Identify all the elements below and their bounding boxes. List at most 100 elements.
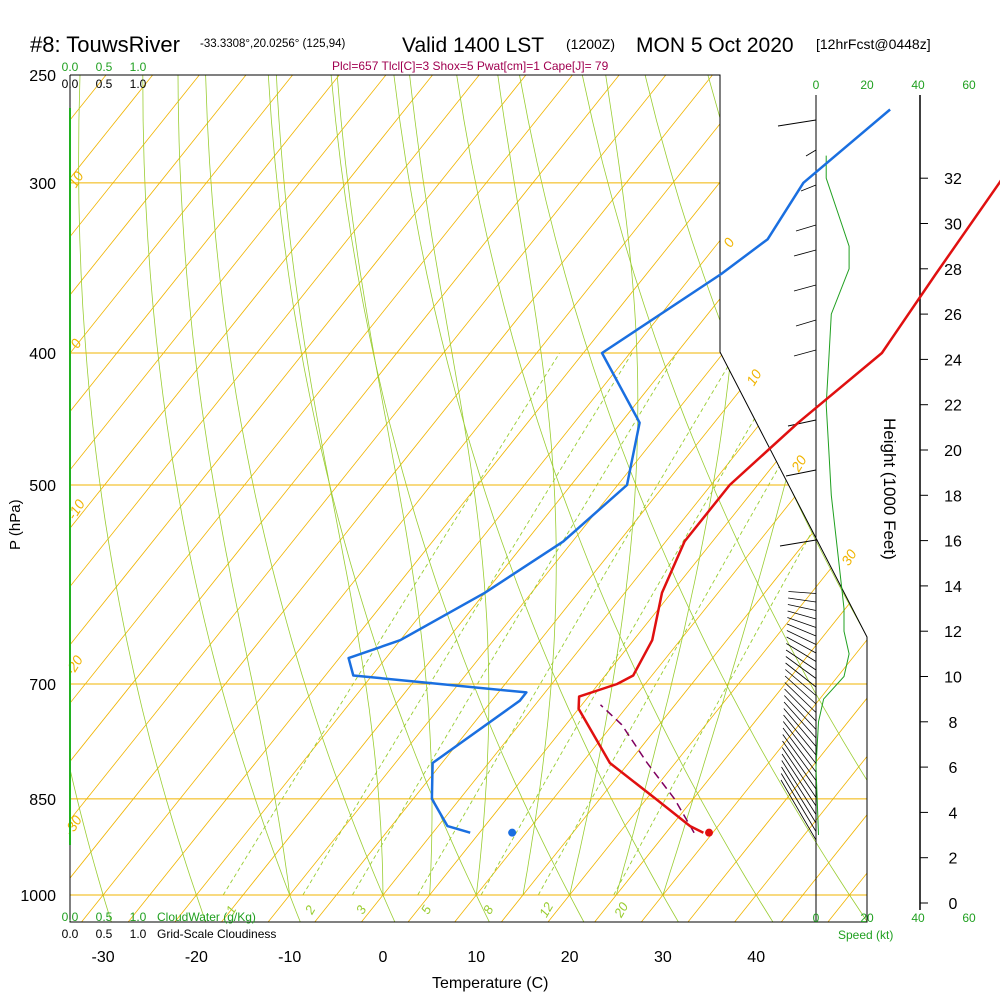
isotherm-line: [452, 75, 867, 922]
wind-barb: [800, 184, 817, 192]
isotherm-line: [920, 26, 1000, 924]
wind-barb: [781, 747, 817, 798]
wind-barb: [788, 591, 817, 594]
height-tick-label: 8: [949, 715, 958, 732]
surface-temperature-dot: [705, 828, 714, 837]
pressure-tick-label: 700: [29, 677, 56, 694]
speed-tick-top: 40: [911, 78, 925, 92]
speed-tick-bottom: 40: [911, 911, 925, 925]
speed-tick-top: 60: [962, 78, 976, 92]
wind-barb: [781, 760, 817, 815]
wind-barb: [793, 349, 817, 357]
wind-barb: [786, 636, 817, 654]
wind-barb: [787, 604, 817, 611]
temperature-tick-label: 40: [747, 949, 765, 966]
isotherm-line: [70, 75, 519, 922]
temperature-tick-label: 0: [379, 949, 388, 966]
grid-layer: [0, 26, 1000, 924]
height-tick-label: 16: [944, 534, 962, 551]
isotherm-line: [592, 75, 867, 922]
isotherm-line: [70, 75, 333, 922]
speed-tick-top: 20: [860, 78, 874, 92]
wind-barb: [785, 662, 817, 688]
dry-adiabat-line: [388, 75, 680, 922]
wind-barb: [781, 753, 817, 807]
wind-barb: [788, 597, 817, 603]
wind-barb: [783, 714, 817, 756]
cloud-scale-top-black: 0.5: [96, 77, 113, 91]
isotherm-line: [0, 26, 6, 924]
wind-barb: [786, 630, 817, 645]
isotherm-line: [826, 75, 867, 922]
isotherm-label: 20: [787, 452, 809, 475]
valid-time: Valid 1400 LST: [402, 34, 544, 57]
dry-adiabat-line: [70, 75, 113, 922]
mixing-ratio-label: 8: [480, 902, 497, 916]
moist-adiabat-line: [497, 75, 557, 896]
isotherm-line: [406, 75, 867, 922]
wind-barb: [782, 721, 817, 764]
isotherm-line: [70, 75, 240, 922]
height-tick-label: 24: [944, 352, 962, 369]
cloud-scale-bottom-black: 0.0: [62, 927, 79, 941]
height-tick-label: 32: [944, 171, 962, 188]
dry-adiabat-line: [940, 26, 1000, 924]
isotherm-label: -10: [64, 496, 88, 522]
isotherm-line: [0, 26, 52, 924]
isotherm-label: 0: [720, 235, 738, 250]
mixing-ratio-label: 12: [536, 899, 557, 920]
wind-barb: [783, 701, 817, 739]
moist-adiabat-line: [569, 75, 639, 896]
wind-barb: [805, 149, 817, 157]
wind-speed-profile: [815, 155, 850, 836]
wind-barb: [787, 419, 817, 427]
wind-barb: [786, 623, 817, 637]
height-tick-label: 18: [944, 488, 962, 505]
height-tick-label: 10: [944, 670, 962, 687]
pressure-ticks: 250 300 400 500 700 850 1000: [20, 68, 56, 905]
dry-adiabat-line: [204, 75, 397, 922]
wind-barb: [777, 119, 817, 127]
wind-barb: [781, 766, 817, 824]
wind-barb: [785, 469, 817, 477]
speed-label: Speed (kt): [838, 928, 893, 942]
pressure-tick-label: 250: [29, 68, 56, 85]
height-tick-label: 22: [944, 398, 962, 415]
wind-barb: [782, 734, 817, 781]
parcel-path-line: [599, 704, 695, 834]
wind-barb: [795, 224, 817, 232]
dry-adiabat-line: [510, 75, 867, 922]
pressure-axis-label: P (hPa): [7, 499, 24, 550]
moist-adiabat-line: [276, 75, 384, 896]
wind-barbs: [777, 119, 817, 841]
isotherm-line: [70, 75, 286, 922]
isotherm-label: 10: [65, 168, 87, 190]
isotherm-line: [70, 75, 380, 922]
wind-barb: [780, 779, 817, 841]
wind-barb: [786, 643, 817, 662]
mixing-ratio-label: 2: [301, 902, 318, 917]
isotherm-line: [70, 75, 426, 922]
isotherm-label: 30: [838, 546, 860, 568]
cloud-scale-bottom-black: 0.5: [96, 927, 113, 941]
cloudwater-label: CloudWater (g/Kg): [157, 910, 256, 924]
cloud-scales: 0.0 0.5 1.0 0.0 0.5 1.0 0.0 0.5 1.0 0.0 0.5 1.0: [62, 60, 147, 941]
isotherm-line: [70, 75, 613, 922]
isotherm-line: [70, 75, 753, 922]
wind-barb: [784, 682, 817, 713]
cloud-scale-top-green: 1.0: [130, 60, 147, 74]
temperature-tick-label: 20: [561, 949, 579, 966]
dry-adiabat-line: [0, 26, 17, 924]
wind-barb: [784, 675, 817, 705]
temperature-tick-label: -10: [278, 949, 301, 966]
cloudiness-label: Grid-Scale Cloudiness: [157, 927, 276, 941]
forecast-date: MON 5 Oct 2020: [636, 34, 794, 57]
wind-barb: [795, 319, 817, 327]
moist-adiabat-line: [336, 75, 433, 896]
isotherm-label: -20: [62, 652, 86, 678]
dewpoint-line: [347, 108, 891, 834]
isotherm-line: [732, 75, 867, 922]
wind-barb: [785, 669, 817, 696]
isotherm-line: [546, 75, 867, 922]
